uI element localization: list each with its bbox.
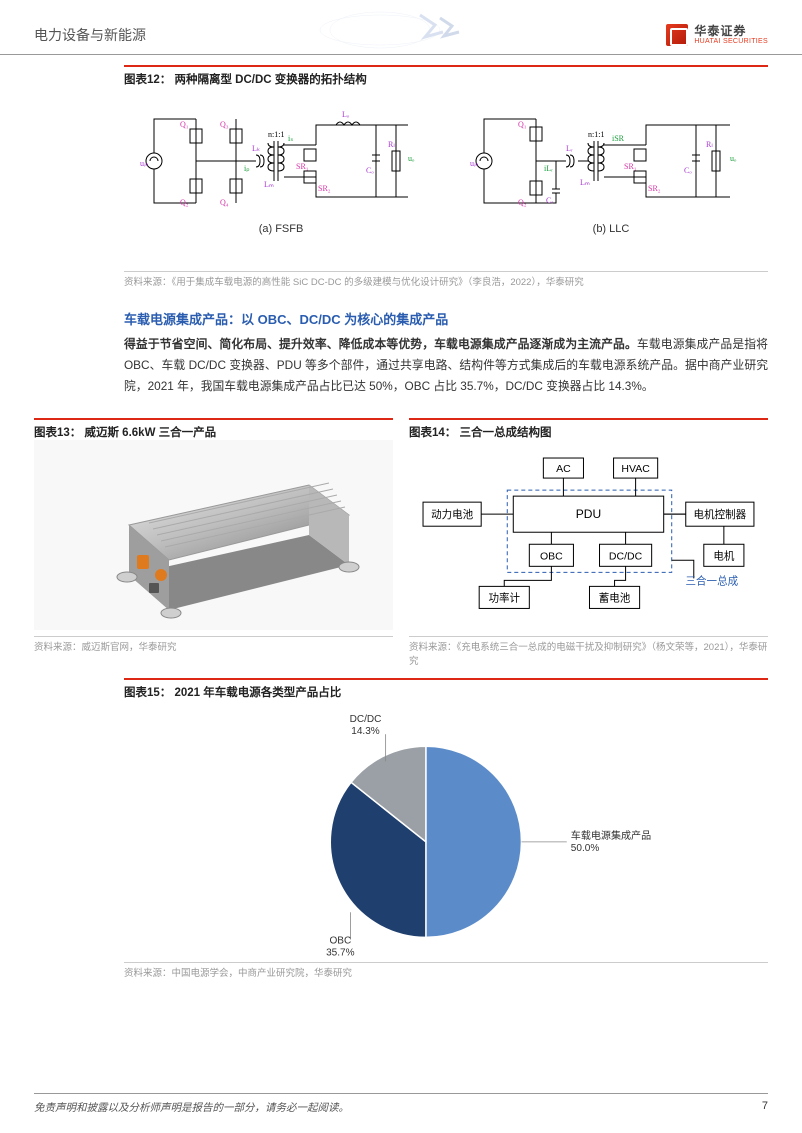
svg-text:iₛ: iₛ xyxy=(288,134,293,143)
svg-text:Lₘ: Lₘ xyxy=(580,178,590,187)
svg-text:Cₒ: Cₒ xyxy=(684,166,692,175)
svg-text:iₚ: iₚ xyxy=(244,164,250,173)
svg-text:Lₒ: Lₒ xyxy=(342,110,350,119)
svg-text:Cᵣ: Cᵣ xyxy=(546,196,553,205)
circuit-fsfb: uᵢₙ Q₁ Q₃ Q₂ Q₄ Lₖ iₚ Lₘ n:1:1 iₛ SR₁ SR… xyxy=(136,101,426,231)
svg-text:三合一总成: 三合一总成 xyxy=(686,575,739,588)
svg-text:Q₁: Q₁ xyxy=(518,120,527,129)
logo-en: HUATAI SECURITIES xyxy=(694,38,768,45)
svg-text:Lₘ: Lₘ xyxy=(264,180,274,189)
svg-text:DC/DC14.3%: DC/DC14.3% xyxy=(350,714,382,737)
circuit-b-caption: (b) LLC xyxy=(466,223,756,235)
svg-text:Q₃: Q₃ xyxy=(220,120,229,129)
svg-text:动力电池: 动力电池 xyxy=(431,508,474,521)
fig15-title: 图表15： 2021 年车载电源各类型产品占比 xyxy=(124,678,768,700)
svg-text:OBC35.7%: OBC35.7% xyxy=(326,935,355,957)
svg-text:SR₂: SR₂ xyxy=(648,184,661,193)
fig12-circuits: uᵢₙ Q₁ Q₃ Q₂ Q₄ Lₖ iₚ Lₘ n:1:1 iₛ SR₁ SR… xyxy=(124,87,768,241)
logo-mark-icon xyxy=(666,24,688,46)
svg-text:OBC: OBC xyxy=(540,551,563,563)
svg-text:电机控制器: 电机控制器 xyxy=(694,508,747,521)
svg-text:车载电源集成产品50.0%: 车载电源集成产品50.0% xyxy=(571,829,651,854)
svg-text:uᵢₙ: uᵢₙ xyxy=(140,159,149,168)
company-logo: 华泰证券 HUATAI SECURITIES xyxy=(666,24,768,46)
svg-text:PDU: PDU xyxy=(576,507,601,521)
svg-text:iSR: iSR xyxy=(612,134,625,143)
section-bold: 得益于节省空间、简化布局、提升效率、降低成本等优势，车载电源集成产品逐渐成为主流… xyxy=(124,337,637,351)
fig13-source: 资料来源：威迈斯官网，华泰研究 xyxy=(34,636,393,654)
fig14-block-diagram: AC HVAC 动力电池 PDU 电机控制器 OBC DC/DC 电机 功率计 … xyxy=(409,440,768,630)
svg-text:Rₗ: Rₗ xyxy=(388,140,395,149)
circuit-llc: uᵢₙ Q₁ Q₂ Lᵣ iLᵣ Lₘ Cᵣ n:1:1 iSR SR₁ SR₂… xyxy=(466,101,756,231)
svg-text:uᵢₙ: uᵢₙ xyxy=(470,159,479,168)
fig12-title: 图表12： 两种隔离型 DC/DC 变换器的拓扑结构 xyxy=(124,65,768,87)
svg-text:Q₂: Q₂ xyxy=(180,198,189,207)
circuit-a-caption: (a) FSFB xyxy=(136,223,426,235)
svg-text:功率计: 功率计 xyxy=(488,592,520,605)
svg-text:DC/DC: DC/DC xyxy=(609,551,643,563)
section-body: 得益于节省空间、简化布局、提升效率、降低成本等优势，车载电源集成产品逐渐成为主流… xyxy=(124,334,768,396)
svg-text:Q₁: Q₁ xyxy=(180,120,189,129)
svg-text:n:1:1: n:1:1 xyxy=(268,130,284,139)
header-decoration xyxy=(300,10,500,50)
svg-text:HVAC: HVAC xyxy=(621,463,650,475)
svg-text:SR₁: SR₁ xyxy=(296,162,309,171)
svg-text:Cₒ: Cₒ xyxy=(366,166,374,175)
fig15-pie-chart: DC/DC14.3% OBC35.7% 车载电源集成产品50.0% xyxy=(124,706,768,956)
svg-text:电机: 电机 xyxy=(713,550,735,563)
fig14-source: 资料来源：《充电系统三合一总成的电磁干扰及抑制研究》（杨文荣等，2021），华泰… xyxy=(409,636,768,668)
svg-text:SR₁: SR₁ xyxy=(624,162,637,171)
fig14-title: 图表14： 三合一总成结构图 xyxy=(409,418,768,440)
svg-text:uₒ: uₒ xyxy=(408,154,415,163)
section-heading: 车载电源集成产品：以 OBC、DC/DC 为核心的集成产品 xyxy=(124,309,768,328)
page-footer: 免责声明和披露以及分析师声明是报告的一部分，请务必一起阅读。 7 xyxy=(34,1093,768,1115)
svg-text:Q₂: Q₂ xyxy=(518,198,527,207)
fig15-source: 资料来源：中国电源学会，中商产业研究院，华泰研究 xyxy=(124,962,768,980)
fig13-product-image xyxy=(34,440,393,630)
fig12-source: 资料来源：《用于集成车载电源的高性能 SiC DC-DC 的多级建模与优化设计研… xyxy=(124,271,768,289)
footer-disclaimer: 免责声明和披露以及分析师声明是报告的一部分，请务必一起阅读。 xyxy=(34,1100,349,1115)
svg-text:uₒ: uₒ xyxy=(730,154,737,163)
svg-text:SR₂: SR₂ xyxy=(318,184,331,193)
svg-text:n:1:1: n:1:1 xyxy=(588,130,604,139)
svg-text:AC: AC xyxy=(556,463,571,475)
logo-cn: 华泰证券 xyxy=(694,25,768,38)
footer-page-number: 7 xyxy=(762,1100,768,1115)
header-title: 电力设备与新能源 xyxy=(34,25,146,45)
svg-text:Lᵣ: Lᵣ xyxy=(566,144,573,153)
svg-text:Q₄: Q₄ xyxy=(220,198,229,207)
svg-text:蓄电池: 蓄电池 xyxy=(599,592,631,605)
fig13-title: 图表13： 威迈斯 6.6kW 三合一产品 xyxy=(34,418,393,440)
svg-text:Rₗ: Rₗ xyxy=(706,140,713,149)
svg-text:Lₖ: Lₖ xyxy=(252,144,260,153)
svg-text:iLᵣ: iLᵣ xyxy=(544,164,553,173)
